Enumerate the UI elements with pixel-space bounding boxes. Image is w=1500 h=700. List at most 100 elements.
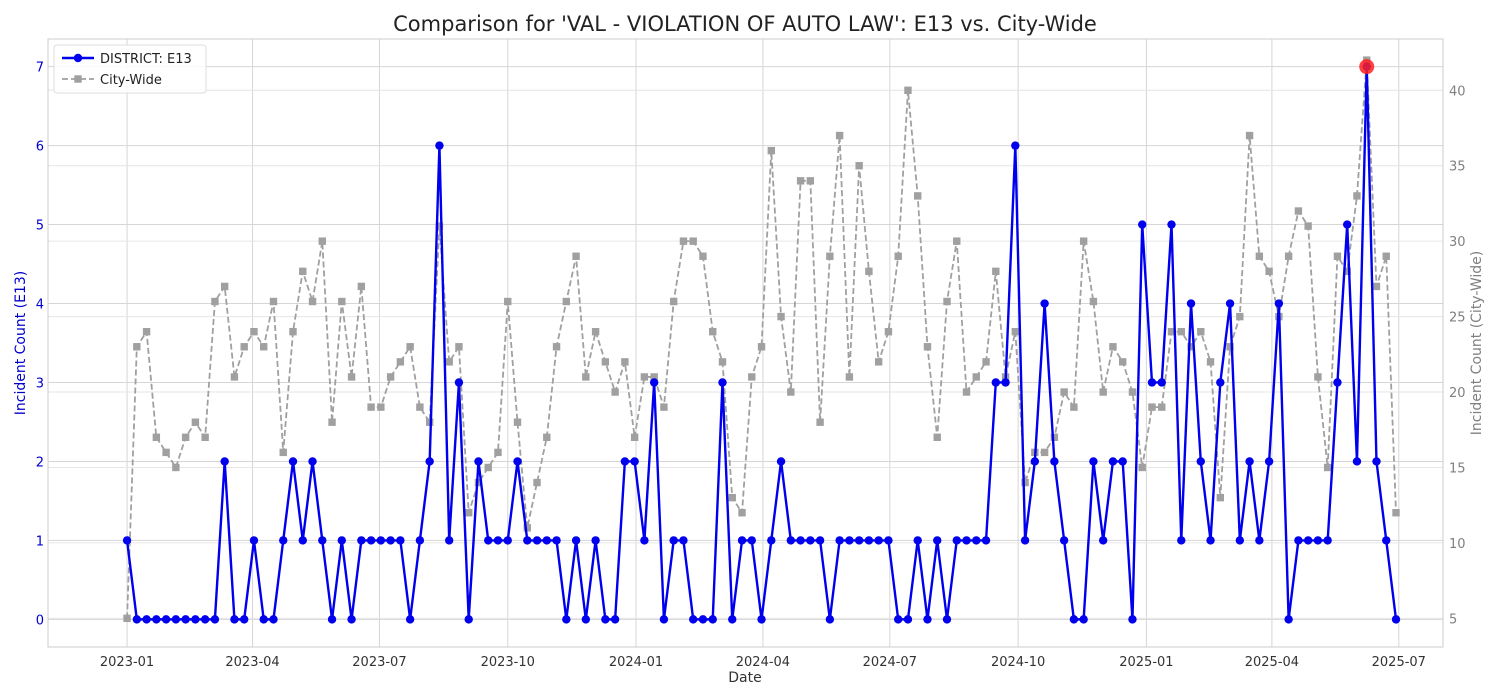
district-point: [728, 615, 737, 624]
citywide-point: [1040, 448, 1049, 457]
district-point: [757, 615, 766, 624]
citywide-point: [474, 478, 483, 487]
district-point: [181, 615, 190, 624]
district-point: [649, 378, 659, 387]
x-axis-label: Date: [728, 670, 761, 686]
citywide-point: [1158, 403, 1166, 411]
district-point: [1020, 536, 1030, 545]
district-point: [152, 615, 161, 624]
right-tick-label: 25: [1449, 311, 1466, 326]
citywide-point: [552, 343, 561, 351]
citywide-point: [845, 373, 854, 381]
citywide-point: [1187, 343, 1195, 351]
citywide-point: [816, 418, 824, 426]
citywide-point: [865, 267, 873, 276]
x-tick-label: 2025-04: [1245, 655, 1299, 670]
citywide-point: [1372, 282, 1381, 291]
district-point: [1059, 536, 1069, 545]
citywide-point: [689, 237, 697, 245]
district-point: [806, 536, 815, 545]
district-point: [327, 615, 337, 624]
citywide-point: [279, 448, 287, 457]
citywide-point: [650, 373, 658, 381]
citywide-point: [1050, 433, 1059, 441]
citywide-point: [582, 373, 590, 381]
district-point: [776, 457, 786, 466]
citywide-point: [621, 358, 629, 366]
district-point: [767, 536, 776, 545]
district-point: [1108, 457, 1118, 466]
citywide-point: [982, 358, 990, 366]
citywide-point: [914, 192, 922, 200]
citywide-point: [1109, 343, 1117, 351]
district-point: [484, 536, 493, 545]
district-point: [1089, 457, 1098, 466]
district-point: [1352, 457, 1362, 466]
district-point: [679, 536, 688, 545]
citywide-point: [933, 433, 941, 441]
citywide-point: [269, 297, 278, 306]
citywide-point: [347, 373, 356, 381]
district-point: [1079, 615, 1088, 624]
district-point: [161, 615, 171, 624]
citywide-point: [123, 614, 131, 623]
citywide-point: [1089, 297, 1098, 306]
right-tick-label: 15: [1449, 461, 1466, 476]
citywide-point: [513, 418, 522, 426]
citywide-point: [152, 433, 161, 441]
district-point: [1235, 536, 1245, 545]
district-point: [718, 378, 727, 387]
district-point: [1255, 536, 1264, 545]
district-point: [571, 536, 581, 545]
district-point: [171, 615, 181, 624]
district-point: [230, 615, 239, 624]
right-tick-label: 40: [1449, 84, 1466, 99]
citywide-point: [1070, 403, 1078, 411]
district-point: [513, 457, 522, 466]
citywide-point: [572, 252, 580, 260]
district-point: [698, 615, 708, 624]
left-tick-label: 5: [36, 219, 44, 234]
citywide-point: [1304, 222, 1312, 230]
district-point: [1245, 457, 1254, 466]
district-point: [913, 536, 922, 545]
district-point: [1206, 536, 1215, 545]
district-point: [1343, 220, 1352, 229]
citywide-point: [1226, 343, 1234, 351]
district-point: [1225, 299, 1235, 308]
citywide-point: [318, 237, 326, 245]
legend-label-district: DISTRICT: E13: [100, 52, 192, 67]
district-point: [425, 457, 434, 466]
right-tick-label: 30: [1449, 235, 1466, 250]
district-point: [991, 378, 1001, 387]
citywide-point: [201, 433, 209, 441]
district-point: [279, 536, 288, 545]
district-point: [620, 457, 630, 466]
district-point: [503, 536, 512, 545]
district-point: [933, 536, 942, 545]
district-point: [796, 536, 805, 545]
district-point: [854, 536, 864, 545]
x-tick-label: 2023-10: [481, 655, 535, 670]
citywide-point: [181, 433, 190, 441]
district-point: [815, 536, 825, 545]
left-tick-label: 6: [36, 140, 44, 155]
district-point: [1011, 141, 1020, 150]
legend-marker-citywide: [74, 75, 82, 83]
citywide-point: [299, 267, 307, 276]
district-point: [591, 536, 600, 545]
citywide-point: [338, 297, 346, 306]
legend: DISTRICT: E13 City-Wide: [53, 44, 207, 94]
citywide-point: [923, 343, 932, 351]
district-point: [1372, 457, 1381, 466]
citywide-point: [289, 327, 297, 336]
left-tick-label: 0: [36, 613, 44, 628]
district-point: [669, 536, 678, 545]
citywide-point: [992, 267, 1000, 276]
citywide-point: [328, 418, 336, 426]
right-tick-label: 35: [1449, 160, 1466, 175]
district-point: [1040, 299, 1049, 308]
citywide-point: [884, 327, 893, 336]
district-point: [1284, 615, 1293, 624]
